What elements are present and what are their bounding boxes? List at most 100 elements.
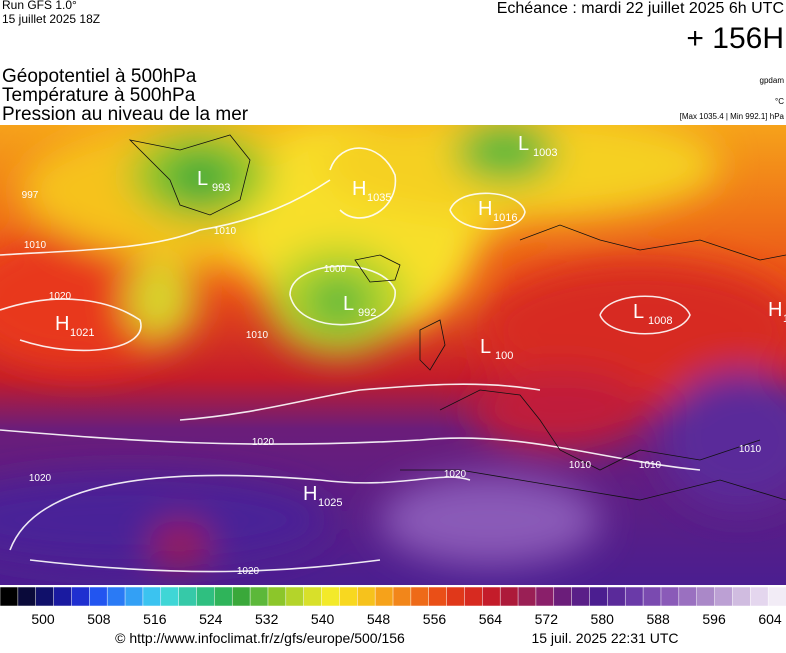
isobar-label: 1000 [324,264,347,275]
colorbar-tick-label: 532 [255,611,279,627]
isobar-label: 1020 [237,566,260,577]
colorbar-swatch [410,586,430,607]
unit-label: °C [775,97,784,106]
run-label: Run GFS 1.0° [2,0,77,12]
colorbar-tick-label: 572 [535,611,559,627]
colorbar-swatch [17,586,37,607]
colorbar-tick-label: 596 [702,611,726,627]
unit-label: [Max 1035.4 | Min 992.1] hPa [680,112,785,121]
colorbar-swatch [124,586,144,607]
colorbar-swatch [696,586,716,607]
colorbar-swatch [714,586,734,607]
colorbar-swatch [35,586,55,607]
echeance: Echéance : mardi 22 juillet 2025 6h UTC [497,0,784,17]
footer-url: © http://www.infoclimat.fr/z/gfs/europe/… [115,630,405,646]
center-letter: L [633,301,644,323]
colorbar-swatch [732,586,752,607]
colorbar-swatch [624,586,644,607]
center-letter: H [352,178,366,200]
center-value: 100 [495,350,513,362]
center-value: 993 [212,182,230,194]
colorbar-tick-label: 508 [87,611,111,627]
isobar-label: 1020 [444,469,467,480]
colorbar-swatch [53,586,73,607]
center-letter: H [478,198,492,220]
title: Pression au niveau de la mer [2,104,249,125]
colorbar-swatch [571,586,591,607]
colorbar-swatch [231,586,251,607]
colorbar-tick-label: 540 [311,611,335,627]
colorbar-swatch [553,586,573,607]
colorbar-swatch [767,586,786,607]
colorbar-swatch [589,586,609,607]
colorbar-swatch [750,586,769,607]
title: Température à 500hPa [2,85,196,106]
isobar-label: 1020 [252,437,275,448]
center-value: 1003 [533,147,557,159]
center-value: 1025 [318,497,342,509]
colorbar-tick-label: 556 [423,611,447,627]
colorbar-tick-label: 524 [199,611,223,627]
colorbar-tick-label: 604 [758,611,782,627]
colorbar-swatch [249,586,269,607]
colorbar-tick-label: 500 [31,611,55,627]
isobar-label: 1020 [29,473,52,484]
colorbar-swatch [392,586,412,607]
isobar-label: 1010 [24,240,47,251]
center-letter: L [343,293,354,315]
colorbar-swatch [678,586,698,607]
colorbar-swatch [285,586,305,607]
colorbar-swatch [374,586,394,607]
unit-label: gpdam [760,76,785,85]
colorbar-swatch [71,586,91,607]
isobar-label: 1010 [569,460,592,471]
colorbar-swatch [89,586,108,607]
center-value: 10 [783,313,786,325]
run-date: 15 juillet 2025 18Z [2,12,100,26]
center-letter: L [518,133,529,155]
center-value: 1008 [648,315,672,327]
colorbar-swatch [660,586,680,607]
colorbar-swatch [160,586,180,607]
colorbar-swatch [357,586,376,607]
colorbar-swatch [321,586,341,607]
center-value: 1021 [70,327,94,339]
colorbar-swatch [499,586,519,607]
lead-time: + 156H [686,22,784,55]
center-value: 1035 [367,192,391,204]
center-letter: L [197,168,208,190]
colorbar-swatch [464,586,484,607]
colorbar-swatch [339,586,359,607]
colorbar-swatch [303,586,323,607]
colorbar-swatch [106,586,126,607]
isobar-label: 1010 [739,444,762,455]
colorbar-tick-label: 516 [143,611,167,627]
map [0,125,786,585]
isobar-label: 1010 [246,330,269,341]
colorbar-swatch [214,586,233,607]
colorbar-swatch [196,586,216,607]
isobar-label: 1010 [214,226,237,237]
footer-time: 15 juil. 2025 22:31 UTC [531,630,678,646]
title: Géopotentiel à 500hPa [2,66,197,87]
center-value: 1016 [493,212,517,224]
colorbar-tick-label: 548 [367,611,391,627]
isobar-label: 1010 [639,460,662,471]
colorbar-swatch [0,586,19,607]
colorbar-swatch [607,586,626,607]
colorbar-swatch [535,586,555,607]
colorbar-swatch [267,586,287,607]
colorbar-tick-label: 564 [479,611,503,627]
colorbar-swatch [482,586,501,607]
center-letter: H [768,299,782,321]
colorbar-swatch [642,586,662,607]
colorbar-swatch [142,586,162,607]
colorbar-swatch [517,586,537,607]
colorbar-swatch [446,586,466,607]
colorbar-swatch [428,586,448,607]
center-letter: L [480,336,491,358]
colorbar-tick-label: 580 [591,611,615,627]
colorbar-swatch [178,586,198,607]
center-value: 992 [358,307,376,319]
